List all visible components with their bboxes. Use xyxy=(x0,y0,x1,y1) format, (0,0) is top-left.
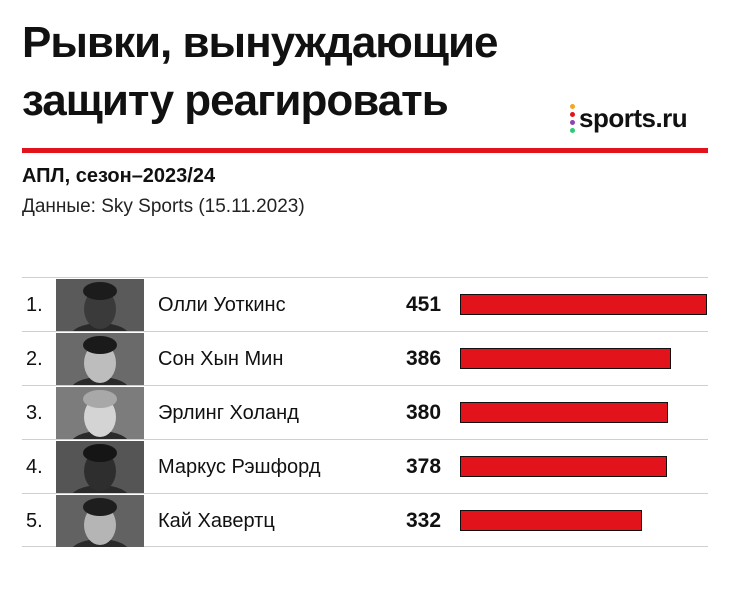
bar xyxy=(460,294,707,315)
table-row: 5. Кай Хавертц 332 xyxy=(22,493,708,547)
chart-subtitle: АПЛ, сезон–2023/24 xyxy=(22,165,216,187)
table-row: 2. Сон Хын Мин 386 xyxy=(22,331,708,385)
ranking-table: 1. Олли Уоткинс 451 2. Сон Хын Мин 386 3… xyxy=(22,277,708,547)
player-photo xyxy=(56,387,144,439)
player-name: Эрлинг Холанд xyxy=(158,402,299,424)
table-row: 4. Маркус Рэшфорд 378 xyxy=(22,439,708,493)
rank-number: 4. xyxy=(26,456,43,478)
value-label: 378 xyxy=(406,455,442,478)
player-photo xyxy=(56,333,144,385)
logo-text: sports.ru xyxy=(579,102,688,133)
sports-ru-logo: sports.ru xyxy=(570,100,688,136)
logo-dots-icon xyxy=(570,103,575,133)
value-label: 332 xyxy=(406,509,442,532)
bar xyxy=(460,456,668,477)
data-source: Данные: Sky Sports (15.11.2023) xyxy=(22,196,305,217)
bar xyxy=(460,348,672,369)
player-photo xyxy=(56,495,144,547)
player-portrait xyxy=(56,279,144,331)
player-photo xyxy=(56,279,144,331)
logo-dot xyxy=(570,103,575,109)
bar xyxy=(460,402,669,423)
rank-number: 1. xyxy=(26,294,43,316)
player-portrait xyxy=(56,333,144,385)
player-name: Сон Хын Мин xyxy=(158,348,284,370)
value-label: 380 xyxy=(406,401,442,424)
rank-number: 3. xyxy=(26,402,43,424)
logo-dot xyxy=(570,119,575,125)
player-name: Кай Хавертц xyxy=(158,510,275,532)
player-portrait xyxy=(56,441,144,493)
title-divider xyxy=(22,148,708,153)
value-label: 451 xyxy=(406,293,442,316)
logo-dot xyxy=(570,111,575,117)
chart-title: Рывки, вынуждающие защиту реагировать xyxy=(22,18,499,125)
rank-number: 2. xyxy=(26,348,43,370)
rank-number: 5. xyxy=(26,510,43,532)
bar xyxy=(460,510,642,531)
value-label: 386 xyxy=(406,347,442,370)
player-photo xyxy=(56,441,144,493)
player-portrait xyxy=(56,387,144,439)
player-name: Олли Уоткинс xyxy=(158,294,286,316)
table-row: 1. Олли Уоткинс 451 xyxy=(22,277,708,331)
logo-dot xyxy=(570,127,575,133)
player-portrait xyxy=(56,495,144,547)
player-name: Маркус Рэшфорд xyxy=(158,456,321,478)
table-row: 3. Эрлинг Холанд 380 xyxy=(22,385,708,439)
